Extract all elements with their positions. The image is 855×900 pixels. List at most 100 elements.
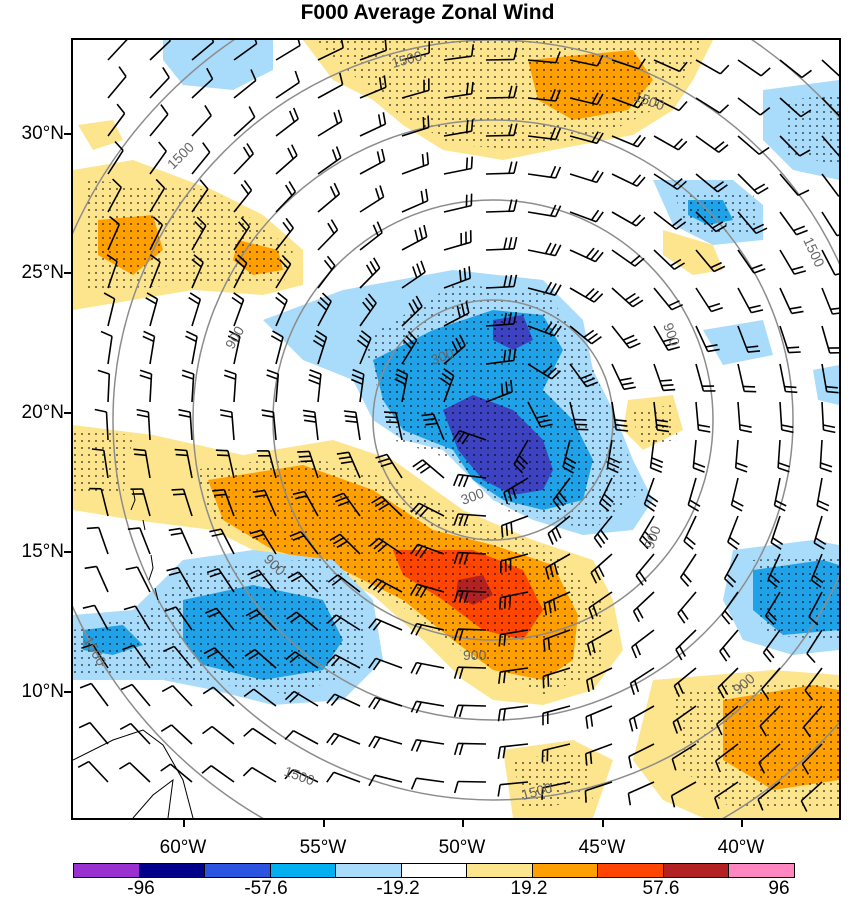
- wind-barb-feather: [624, 292, 636, 301]
- wind-barb-feather: [722, 647, 731, 658]
- wind-barb-feather: [594, 251, 604, 263]
- wind-barb-feather: [823, 424, 836, 429]
- wind-barb-staff: [443, 55, 472, 61]
- wind-barb-staff: [628, 743, 655, 758]
- wind-barb-feather: [808, 616, 819, 626]
- wind-barb-feather: [513, 199, 518, 212]
- wind-barb-feather: [678, 645, 687, 657]
- wind-barb-feather: [243, 688, 255, 698]
- wind-barb-feather: [333, 112, 339, 125]
- y-axis-label: 10°N: [21, 681, 64, 702]
- wind-barb-feather: [298, 455, 311, 458]
- wind-barb-feather: [632, 299, 644, 308]
- wind-barb-feather: [287, 147, 294, 160]
- wind-barb-feather: [453, 552, 459, 565]
- wind-barb-feather: [608, 457, 621, 464]
- wind-barb-staff: [359, 123, 386, 137]
- wind-barb-feather: [410, 739, 418, 752]
- wind-barb-staff: [149, 261, 161, 289]
- wind-barb-feather: [134, 453, 147, 457]
- wind-barb-staff: [107, 149, 124, 175]
- wind-barb-feather: [419, 507, 429, 518]
- colorbar-label: -19.2: [376, 878, 420, 899]
- wind-barb-feather: [584, 753, 588, 766]
- wind-barb-feather: [670, 258, 682, 267]
- wind-barb-feather: [508, 237, 513, 250]
- wind-barb-staff: [800, 781, 823, 802]
- wind-barb-feather: [199, 179, 209, 190]
- wind-barb-feather: [249, 612, 261, 621]
- wind-barb-feather: [508, 199, 513, 212]
- wind-barb-feather: [329, 185, 337, 198]
- wind-barb-feather: [82, 604, 95, 609]
- wind-barb-feather: [590, 249, 600, 261]
- wind-barb-staff: [317, 47, 344, 61]
- wind-barb-feather: [758, 762, 766, 774]
- wind-barb-feather: [804, 689, 814, 701]
- wind-barb-feather: [329, 533, 341, 541]
- wind-barb-feather: [503, 275, 508, 288]
- wind-barb-feather: [407, 330, 418, 341]
- wind-barb-feather: [739, 429, 752, 433]
- wind-barb-feather: [656, 429, 670, 433]
- wind-barb-staff: [333, 771, 361, 783]
- wind-barb-staff: [132, 644, 151, 669]
- wind-barb-feather: [621, 381, 634, 386]
- wind-barb-feather: [625, 338, 638, 345]
- wind-barb-feather: [554, 244, 562, 256]
- wind-barb-feather: [767, 578, 778, 588]
- wind-barb-staff: [107, 224, 121, 251]
- wind-barb-feather: [540, 423, 553, 428]
- wind-barb-feather: [459, 334, 466, 346]
- wind-barb-feather: [100, 330, 113, 338]
- wind-barb-staff: [628, 781, 655, 795]
- wind-barb-feather: [641, 535, 652, 545]
- wind-barb-staff: [802, 705, 823, 728]
- wind-barb-feather: [677, 682, 684, 694]
- wind-barb-feather: [547, 637, 551, 650]
- wind-barb-feather: [555, 89, 561, 102]
- wind-barb-feather: [812, 574, 824, 584]
- wind-barb-feather: [752, 223, 765, 231]
- wind-barb-feather: [168, 571, 181, 576]
- wind-barb-feather: [687, 504, 700, 512]
- wind-barb-feather: [242, 146, 251, 158]
- wind-barb-feather: [751, 309, 764, 314]
- wind-barb-feather: [708, 302, 721, 309]
- wind-barb-feather: [594, 568, 601, 581]
- wind-barb-staff: [714, 781, 739, 799]
- wind-barb-feather: [420, 190, 424, 203]
- wind-barb-feather: [193, 254, 204, 264]
- wind-barb-feather: [224, 369, 237, 375]
- wind-barb-feather: [593, 293, 604, 303]
- wind-barb-feather: [133, 448, 146, 452]
- wind-barb-feather: [713, 181, 724, 190]
- wind-barb-feather: [719, 104, 730, 114]
- wind-barb-feather: [590, 714, 594, 727]
- y-axis-tick: [64, 272, 71, 274]
- wind-barb-feather: [631, 646, 638, 659]
- wind-barb-feather: [799, 149, 811, 157]
- wind-barb-feather: [162, 645, 175, 653]
- wind-barb-feather: [286, 611, 297, 620]
- wind-barb-feather: [414, 504, 425, 516]
- wind-barb-feather: [655, 419, 669, 423]
- wind-barb-feather: [160, 104, 169, 115]
- wind-barb-feather: [171, 488, 184, 491]
- wind-barb-feather: [607, 466, 619, 474]
- wind-barb-feather: [335, 496, 347, 503]
- wind-barb-feather: [281, 254, 292, 265]
- colorbar-swatch: [269, 863, 336, 878]
- wind-barb-feather: [340, 460, 353, 465]
- wind-barb-feather: [414, 545, 424, 557]
- wind-barb-feather: [181, 374, 194, 380]
- wind-barb-feather: [693, 462, 706, 468]
- wind-barb-staff: [821, 211, 838, 237]
- wind-barb-feather: [762, 652, 772, 663]
- x-axis-tick: [183, 820, 185, 827]
- wind-barb-staff: [169, 763, 193, 783]
- wind-barb-feather: [270, 335, 283, 343]
- wind-barb-feather: [508, 595, 512, 608]
- wind-barb-feather: [816, 504, 829, 512]
- wind-barb-feather: [340, 40, 344, 48]
